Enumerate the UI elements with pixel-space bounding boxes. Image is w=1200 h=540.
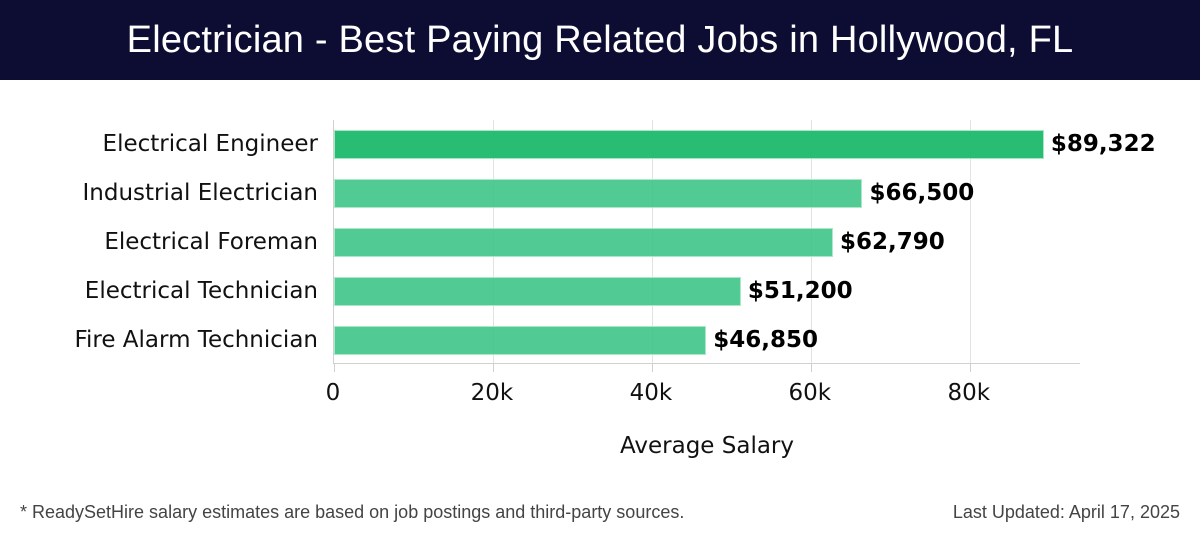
bar bbox=[334, 326, 707, 355]
bar bbox=[334, 130, 1044, 159]
gridline bbox=[969, 120, 971, 363]
y-category-label: Electrical Foreman bbox=[104, 229, 318, 255]
plot-area: $89,322 $66,500 $62,790 $51,200 $46,850 bbox=[333, 120, 1156, 372]
bar-value-label: $66,500 bbox=[869, 180, 975, 206]
chart-title: Electrician - Best Paying Related Jobs i… bbox=[126, 18, 1074, 61]
tick-mark bbox=[651, 364, 653, 372]
bar bbox=[334, 179, 863, 208]
x-tick-label: 0 bbox=[325, 380, 341, 406]
last-updated: Last Updated: April 17, 2025 bbox=[952, 502, 1180, 522]
bar bbox=[334, 277, 741, 306]
y-category-label: Electrical Technician bbox=[84, 278, 318, 304]
tick-mark bbox=[334, 364, 335, 372]
bar bbox=[334, 228, 833, 257]
bar-value-label: $51,200 bbox=[747, 278, 853, 304]
bar-value-label: $46,850 bbox=[713, 327, 819, 353]
x-tick-label: 80k bbox=[947, 380, 991, 406]
bar-value-label: $89,322 bbox=[1050, 131, 1156, 157]
y-category-label: Industrial Electrician bbox=[82, 180, 318, 206]
x-axis-label: Average Salary bbox=[619, 433, 795, 459]
bar-value-label: $62,790 bbox=[839, 229, 945, 255]
tick-mark bbox=[810, 364, 812, 372]
x-tick-label: 60k bbox=[788, 380, 832, 406]
y-category-label: Fire Alarm Technician bbox=[74, 327, 318, 353]
tick-mark bbox=[969, 364, 971, 372]
x-tick-label: 20k bbox=[470, 380, 514, 406]
y-category-label: Electrical Engineer bbox=[102, 131, 318, 157]
footnote: * ReadySetHire salary estimates are base… bbox=[20, 502, 685, 522]
x-tick-label: 40k bbox=[629, 380, 673, 406]
chart-header: Electrician - Best Paying Related Jobs i… bbox=[0, 0, 1200, 80]
tick-mark bbox=[492, 364, 494, 372]
